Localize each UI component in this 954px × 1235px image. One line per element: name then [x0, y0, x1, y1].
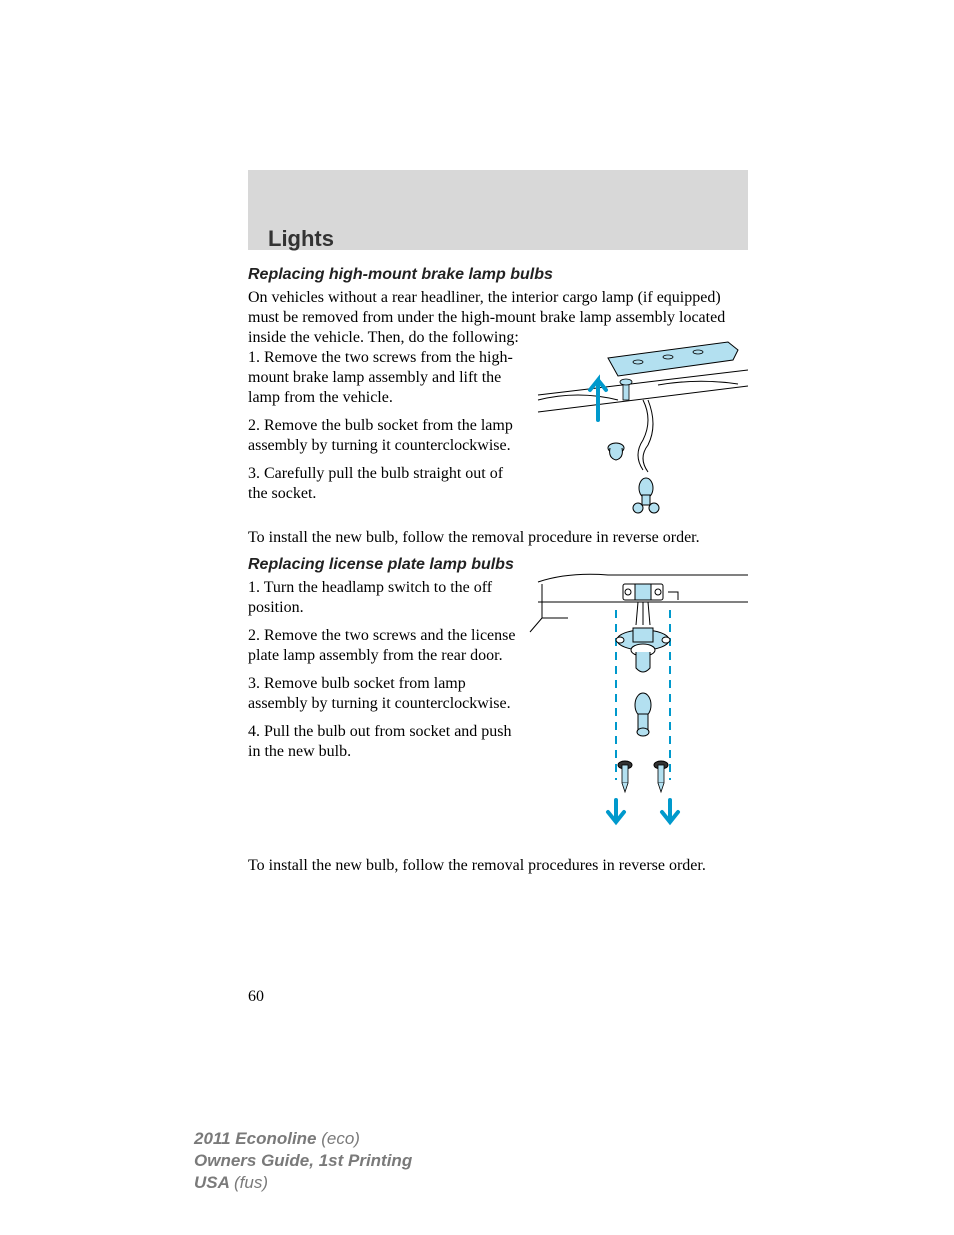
section1-step1: 1. Remove the two screws from the high-m…: [248, 348, 518, 408]
footer-block: 2011 Econoline (eco) Owners Guide, 1st P…: [194, 1128, 412, 1194]
section1-intro: On vehicles without a rear headliner, th…: [248, 288, 748, 348]
body-panel: [538, 370, 748, 412]
down-arrows: [608, 800, 678, 822]
section2-step1: 1. Turn the headlamp switch to the off p…: [248, 578, 518, 618]
section2-block: Replacing license plate lamp bulbs 1. Tu…: [248, 556, 518, 770]
section1-step3: 3. Carefully pull the bulb straight out …: [248, 464, 518, 504]
footer-line1: 2011 Econoline (eco): [194, 1128, 412, 1150]
wire-socket: [638, 400, 653, 472]
page-number: 60: [248, 988, 264, 1006]
footer-line3: USA (fus): [194, 1172, 412, 1194]
wires: [636, 602, 650, 625]
section2-step2: 2. Remove the two screws and the license…: [248, 626, 518, 666]
bulb-icon: [635, 693, 651, 736]
section1-closing: To install the new bulb, follow the remo…: [248, 528, 748, 548]
section2-step4: 4. Pull the bulb out from socket and pus…: [248, 722, 518, 762]
section1-closing-block: To install the new bulb, follow the remo…: [248, 528, 748, 556]
up-arrow-icon: [590, 380, 606, 420]
illustration-brake-lamp: [528, 340, 748, 520]
section1-heading: Replacing high-mount brake lamp bulbs: [248, 266, 748, 284]
socket-flange: [616, 628, 670, 672]
section2-heading: Replacing license plate lamp bulbs: [248, 556, 518, 574]
footer-line2: Owners Guide, 1st Printing: [194, 1150, 412, 1172]
socket: [608, 443, 624, 460]
footer-model: 2011 Econoline: [194, 1129, 321, 1148]
chapter-title: Lights: [268, 226, 334, 252]
section1-step2: 2. Remove the bulb socket from the lamp …: [248, 416, 518, 456]
footer-model-code: (eco): [321, 1129, 360, 1148]
section2-closing: To install the new bulb, follow the remo…: [248, 856, 748, 876]
screw-left: [618, 761, 632, 792]
illustration-license-lamp: [528, 570, 748, 840]
door-panel: [530, 574, 748, 632]
page: Lights Replacing high-mount brake lamp b…: [0, 0, 954, 1235]
footer-region-code: (fus): [234, 1173, 268, 1192]
section2-closing-block: To install the new bulb, follow the remo…: [248, 856, 748, 884]
screw-right: [654, 761, 668, 792]
section2-step3: 3. Remove bulb socket from lamp assembly…: [248, 674, 518, 714]
bulb: [633, 478, 659, 513]
footer-region: USA: [194, 1173, 234, 1192]
lamp-housing: [608, 342, 738, 376]
section1-steps: 1. Remove the two screws from the high-m…: [248, 348, 518, 512]
screw-icon: [620, 379, 632, 400]
